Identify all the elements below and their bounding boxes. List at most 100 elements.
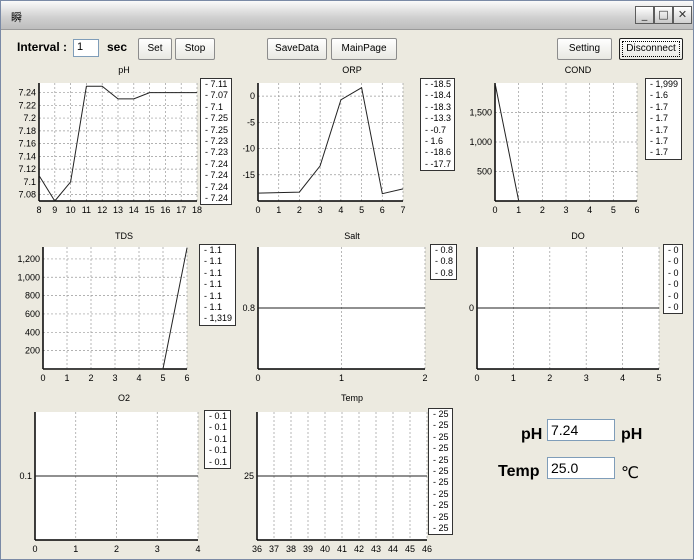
tds-legend-value: - 1.1: [204, 279, 223, 290]
salt-y-tick-label: 0.8: [243, 303, 255, 313]
temp-legend-value: - 25: [433, 488, 449, 499]
tds-x-tick-label: 0: [40, 373, 45, 383]
salt-legend-value: - 0.8: [435, 245, 454, 255]
temp-legend-value: - 25: [433, 477, 449, 488]
do-chart-title: DO: [571, 231, 585, 241]
toolbar: Interval : 1 sec Set Stop SaveData MainP…: [1, 30, 693, 64]
orp-x-tick-label: 7: [400, 205, 405, 215]
interval-input[interactable]: 1: [73, 39, 99, 57]
salt-chart-title: Salt: [344, 231, 360, 241]
orp-legend-value: - 1.6: [425, 136, 444, 147]
temp-x-tick-label: 38: [286, 544, 296, 553]
cond-plot-area: [495, 83, 637, 201]
ph-legend-value: - 7.24: [205, 193, 229, 204]
ph-x-tick-label: 18: [192, 205, 202, 215]
do-x-tick-label: 2: [547, 373, 552, 383]
ph-legend-value: - 7.25: [205, 113, 229, 124]
temp-legend-value: - 25: [433, 500, 449, 511]
tds-x-tick-label: 3: [112, 373, 117, 383]
ph-readout-label: pH: [521, 426, 543, 443]
orp-series-line: [257, 86, 404, 195]
do-chart: 0 1 2 3 4 5 0: [469, 247, 662, 383]
orp-x-tick-label: 0: [255, 205, 260, 215]
tds-chart-title: TDS: [115, 231, 133, 241]
temp-x-tick-label: 39: [303, 544, 313, 553]
save-data-button[interactable]: SaveData: [267, 38, 327, 60]
ph-chart: 8 9 10 11 12 13 14 15 16 17 18 7.08 7.1 7.12 7.14 7.16 7…: [18, 83, 202, 215]
temp-x-tick-label: 44: [388, 544, 398, 553]
o2-x-tick-label: 0: [32, 544, 37, 553]
ph-y-tick-label: 7.2: [23, 113, 36, 123]
cond-legend-value: - 1.7: [650, 124, 669, 135]
orp-x-tick-label: 2: [297, 205, 302, 215]
tds-chart-panel: TDS 0 1 2 3 4 5 6 200 400 600 800 1,000 1,200- 1.1- 1…: [10, 231, 238, 389]
orp-y-tick-label: -5: [247, 117, 255, 127]
do-x-tick-label: 3: [584, 373, 589, 383]
tds-legend-value: - 1.1: [204, 256, 223, 267]
ph-readout-value[interactable]: 7.24: [547, 419, 615, 441]
o2-legend-value: - 0.1: [209, 445, 228, 456]
temp-legend-value: - 25: [433, 409, 449, 419]
ph-legend-value: - 7.07: [205, 90, 229, 101]
orp-x-tick-label: 3: [318, 205, 323, 215]
tds-legend-value: - 1.1: [204, 290, 223, 301]
o2-value-legend: - 0.1- 0.1- 0.1- 0.1- 0.1: [204, 410, 232, 470]
orp-x-tick-label: 6: [380, 205, 385, 215]
temp-x-tick-label: 40: [320, 544, 330, 553]
temp-x-tick-label: 43: [371, 544, 381, 553]
salt-x-tick-label: 2: [422, 373, 427, 383]
cond-x-tick-label: 2: [540, 205, 545, 215]
orp-x-tick-label: 1: [276, 205, 281, 215]
do-legend-value: - 0: [668, 245, 679, 255]
do-x-tick-label: 0: [474, 373, 479, 383]
title-bar[interactable]: 瞬 _ □ ✕: [1, 1, 693, 30]
temp-readout-value[interactable]: 25.0: [547, 457, 615, 479]
ph-y-tick-label: 7.14: [18, 151, 36, 161]
tds-y-tick-label: 400: [25, 327, 40, 337]
orp-legend-value: - -0.7: [425, 124, 447, 135]
tds-chart: 0 1 2 3 4 5 6 200 400 600 800 1,000 1,200: [17, 247, 190, 383]
cond-chart-panel: COND 0 1 2 3 4 5 6 500 1,000 1,500- 1,999- 1.6- 1.…: [467, 65, 689, 219]
temp-legend-value: - 25: [433, 466, 449, 477]
stop-button[interactable]: Stop: [175, 38, 215, 60]
tds-series-line: [43, 247, 188, 370]
cond-legend-value: - 1,999: [650, 79, 679, 89]
do-legend-value: - 0: [668, 279, 679, 290]
cond-legend-value: - 1.7: [650, 147, 669, 158]
cond-x-tick-label: 3: [563, 205, 568, 215]
o2-chart: 0 1 2 3 4 0.1: [19, 412, 201, 553]
close-button[interactable]: ✕: [673, 6, 692, 24]
orp-legend-value: - -18.4: [425, 90, 452, 101]
salt-x-tick-label: 1: [339, 373, 344, 383]
temp-chart-panel: Temp 36 37 38 39 40 41 42 43 44 45 46 25- 25- 25- 25…: [243, 393, 461, 553]
orp-y-tick-label: 0: [250, 91, 255, 101]
ph-x-tick-label: 12: [97, 205, 107, 215]
minimize-button[interactable]: _: [635, 6, 654, 24]
temp-x-tick-label: 45: [405, 544, 415, 553]
disconnect-button[interactable]: Disconnect: [619, 38, 683, 60]
ph-x-tick-label: 15: [145, 205, 155, 215]
ph-x-tick-label: 10: [66, 205, 76, 215]
temp-legend-value: - 25: [433, 511, 449, 522]
o2-x-tick-label: 3: [155, 544, 160, 553]
tds-legend-value: - 1.1: [204, 302, 223, 313]
main-page-button[interactable]: MainPage: [331, 38, 397, 60]
setting-button[interactable]: Setting: [557, 38, 612, 60]
ph-y-tick-label: 7.24: [18, 88, 36, 98]
interval-unit-label: sec: [107, 40, 128, 54]
cond-legend-value: - 1.6: [650, 90, 669, 101]
temp-y-tick-label: 25: [244, 471, 254, 481]
ph-legend-value: - 7.25: [205, 124, 229, 135]
temp-legend-value: - 25: [433, 443, 449, 454]
maximize-button[interactable]: □: [654, 6, 673, 24]
orp-x-tick-label: 4: [338, 205, 343, 215]
set-button[interactable]: Set: [138, 38, 172, 60]
ph-legend-value: - 7.1: [205, 101, 224, 112]
tds-legend-value: - 1,319: [204, 313, 233, 324]
tds-value-legend: - 1.1- 1.1- 1.1- 1.1- 1.1- 1.1- 1,319: [199, 244, 237, 326]
temp-chart: 36 37 38 39 40 41 42 43 44 45 46 25: [244, 412, 432, 553]
do-y-tick-label: 0: [469, 303, 474, 313]
o2-x-tick-label: 4: [195, 544, 200, 553]
do-legend-value: - 0: [668, 302, 679, 313]
